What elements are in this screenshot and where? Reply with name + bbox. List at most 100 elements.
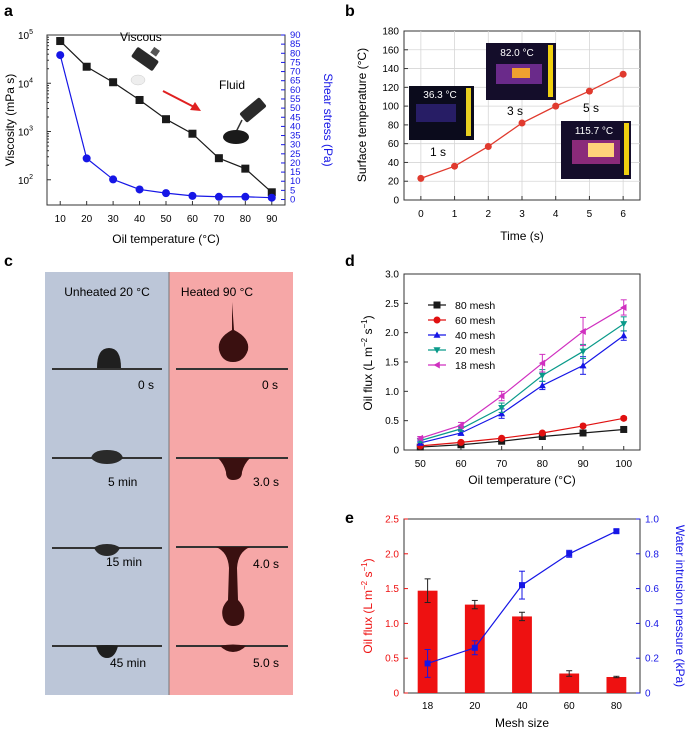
y-tick-label: 2.0: [385, 549, 399, 560]
panel-a-series: [56, 37, 276, 202]
panel-d-ylabel-end: ): [361, 315, 375, 319]
x-tick-label: 90: [577, 459, 589, 470]
panel-d-ylabel-exp1: −2: [360, 337, 369, 347]
y2-tick-label: 75: [290, 57, 301, 68]
unheated-frame-label: 0 s: [138, 378, 154, 392]
heated-frame-0s: [176, 302, 288, 370]
bar-18: [417, 590, 438, 693]
y-tick-label-base: 10: [18, 128, 30, 139]
data-point: [538, 429, 546, 437]
x-tick-label: 40: [516, 701, 528, 712]
y2-tick-label: 15: [290, 167, 301, 178]
y2-tick-label: 85: [290, 39, 301, 50]
y2-tick-label: 35: [290, 131, 301, 142]
data-point: [214, 154, 223, 163]
y-tick-label: 80: [388, 120, 400, 131]
panel-b-x-ticks: 0 1 2 3 4 5 6: [418, 196, 626, 220]
x-tick-label: 18: [422, 701, 434, 712]
x-tick-label: 50: [160, 214, 172, 225]
y-tick-label: 0.5: [385, 654, 399, 665]
data-point: [538, 381, 546, 389]
legend-label: 80 mesh: [455, 300, 495, 312]
y2-tick-label: 0: [645, 689, 651, 700]
y2-tick-label: 0.8: [645, 549, 659, 560]
x-tick-label: 80: [537, 459, 549, 470]
panel-d-ylabel-main: Oil flux (L m: [361, 347, 375, 411]
panel-d-legend: 80 mesh 60 mesh 40 mesh 20 mesh 18 mesh: [428, 300, 495, 372]
data-point: [188, 191, 197, 200]
data-point: [579, 327, 586, 335]
data-point: [579, 429, 587, 437]
data-point: [538, 372, 546, 379]
x-tick-label: 80: [611, 701, 623, 712]
y2-tick-label: 80: [290, 48, 301, 59]
panel-e-ylabel-exp1: −2: [360, 580, 369, 590]
data-point: [135, 95, 144, 104]
data-point: [620, 425, 628, 433]
thermal-time-5s: 5 s: [583, 101, 599, 115]
y-tick-label-base: 10: [18, 31, 30, 42]
panel-e-ylabel-end: ): [361, 558, 375, 562]
bar-40: [512, 616, 532, 693]
unheated-frame-label: 15 min: [106, 555, 142, 569]
x-tick-label: 10: [55, 214, 67, 225]
panel-a-xlabel: Oil temperature (°C): [112, 232, 220, 246]
y2-tick-label: 0: [290, 195, 295, 206]
viscous-oil-bottle-icon: [130, 46, 160, 86]
y-tick-label: 2.0: [385, 328, 399, 339]
y-tick-label: 160: [382, 45, 399, 56]
data-point: [498, 410, 506, 417]
thermal-temp-1s: 36.3 °C: [423, 90, 456, 101]
x-tick-label: 0: [418, 209, 424, 220]
data-point: [109, 78, 118, 87]
y-tick-label: 102: [18, 174, 33, 187]
x-tick-label: 1: [452, 209, 458, 220]
legend-marker: [433, 316, 441, 324]
y-tick-label: 1.0: [385, 619, 399, 630]
y2-tick-label: 25: [290, 149, 301, 160]
trend-arrow-icon: [162, 90, 201, 111]
panel-d-ylabel-mid: s: [361, 329, 375, 338]
y2-tick-label: 55: [290, 94, 301, 105]
data-point: [566, 550, 573, 557]
panel-d-ylabel: Oil flux (L m−2 s−1): [360, 315, 375, 410]
y-tick-label-exponent: 2: [29, 174, 33, 181]
panel-a-ylabel: Viscosity (mPa s): [3, 74, 17, 166]
x-tick-label: 3: [519, 209, 525, 220]
panel-letter-e: e: [345, 510, 354, 527]
panel-d-xlabel: Oil temperature (°C): [468, 473, 576, 487]
legend-label: 60 mesh: [455, 315, 495, 327]
y-tick-label: 2.5: [385, 299, 399, 310]
x-tick-label: 6: [620, 209, 626, 220]
data-point: [82, 154, 91, 163]
x-tick-label: 70: [213, 214, 225, 225]
data-point: [579, 348, 587, 355]
series-line-18-mesh: [420, 306, 625, 439]
data-point: [267, 193, 276, 202]
panel-b-series: [417, 70, 627, 182]
y2-tick-label: 20: [290, 158, 301, 169]
panel-d-series: [416, 299, 628, 451]
series-line-20-mesh: [420, 323, 625, 442]
panel-e-series: [424, 528, 620, 678]
y2-tick-label: 90: [290, 30, 301, 41]
series-line-40-mesh: [420, 335, 625, 444]
heated-frame-label: 4.0 s: [253, 557, 279, 571]
thermal-image-1s: 36.3 °C: [409, 86, 474, 140]
y-tick-label: 120: [382, 83, 399, 94]
x-tick-label: 4: [553, 209, 559, 220]
heated-frame-5s: [176, 644, 288, 652]
legend-marker: [433, 331, 441, 338]
panel-letter-b: b: [345, 3, 355, 20]
x-tick-label: 60: [455, 459, 467, 470]
data-point: [538, 433, 546, 441]
fluid-oil-bottle-icon: [223, 97, 266, 144]
y-tick-label-exponent: 4: [29, 77, 33, 84]
x-tick-label: 50: [415, 459, 427, 470]
bar-80: [606, 676, 627, 693]
panel-a-y2label: Shear stress (Pa): [321, 73, 335, 166]
panel-letter-d: d: [345, 253, 355, 270]
y2-tick-label: 60: [290, 85, 301, 96]
